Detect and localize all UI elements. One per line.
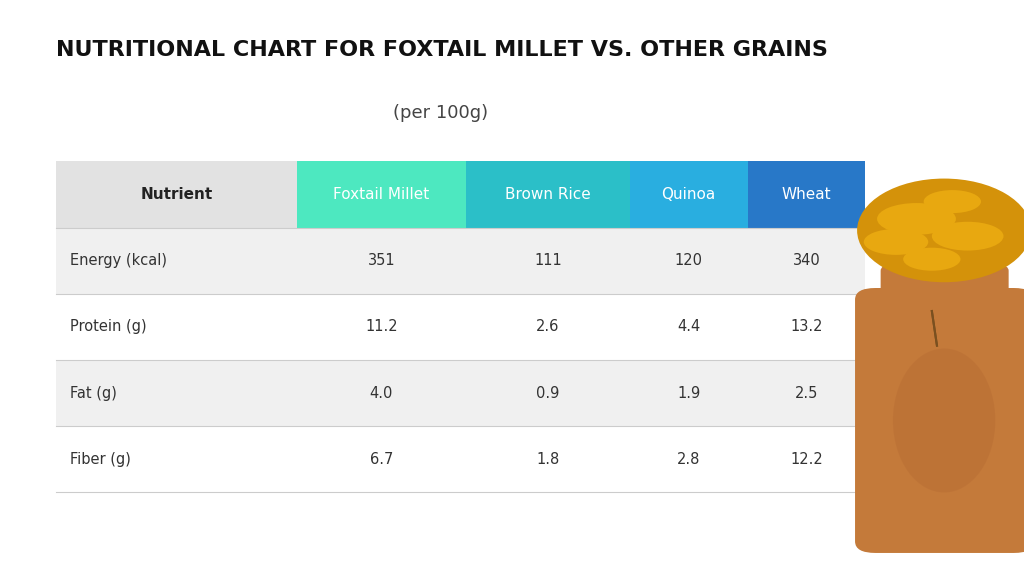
FancyBboxPatch shape (466, 294, 630, 360)
FancyBboxPatch shape (297, 360, 466, 426)
FancyBboxPatch shape (297, 228, 466, 294)
Text: Wheat: Wheat (781, 187, 831, 202)
Text: 1.8: 1.8 (537, 452, 559, 467)
Text: 13.2: 13.2 (791, 319, 822, 335)
Ellipse shape (877, 203, 956, 235)
Text: 351: 351 (368, 253, 395, 268)
Text: Nutrient: Nutrient (140, 187, 213, 202)
FancyBboxPatch shape (855, 288, 1024, 553)
Ellipse shape (857, 179, 1024, 282)
Text: (per 100g): (per 100g) (393, 104, 487, 122)
Text: 4.0: 4.0 (370, 385, 393, 401)
FancyBboxPatch shape (748, 161, 865, 228)
Ellipse shape (864, 229, 928, 255)
Text: Brown Rice: Brown Rice (505, 187, 591, 202)
Text: 340: 340 (793, 253, 820, 268)
FancyBboxPatch shape (630, 228, 748, 294)
Text: NUTRITIONAL CHART FOR FOXTAIL MILLET VS. OTHER GRAINS: NUTRITIONAL CHART FOR FOXTAIL MILLET VS.… (56, 40, 828, 60)
FancyBboxPatch shape (466, 228, 630, 294)
Text: 4.4: 4.4 (677, 319, 700, 335)
Text: 6.7: 6.7 (370, 452, 393, 467)
FancyBboxPatch shape (748, 294, 865, 360)
FancyBboxPatch shape (748, 360, 865, 426)
FancyBboxPatch shape (881, 265, 1009, 317)
FancyBboxPatch shape (56, 228, 297, 294)
Text: 2.6: 2.6 (537, 319, 559, 335)
FancyBboxPatch shape (466, 161, 630, 228)
Text: 1.9: 1.9 (677, 385, 700, 401)
Text: Protein (g): Protein (g) (70, 319, 146, 335)
FancyBboxPatch shape (297, 426, 466, 492)
Text: Fiber (g): Fiber (g) (70, 452, 130, 467)
FancyBboxPatch shape (630, 360, 748, 426)
Text: Foxtail Millet: Foxtail Millet (334, 187, 429, 202)
Ellipse shape (903, 248, 961, 271)
FancyBboxPatch shape (297, 161, 466, 228)
FancyBboxPatch shape (630, 161, 748, 228)
FancyBboxPatch shape (56, 360, 297, 426)
FancyBboxPatch shape (630, 426, 748, 492)
Text: 0.9: 0.9 (537, 385, 559, 401)
FancyBboxPatch shape (748, 228, 865, 294)
Ellipse shape (932, 222, 1004, 251)
Text: Energy (kcal): Energy (kcal) (70, 253, 167, 268)
Ellipse shape (924, 190, 981, 213)
Text: Quinoa: Quinoa (662, 187, 716, 202)
Text: 11.2: 11.2 (366, 319, 397, 335)
FancyBboxPatch shape (630, 294, 748, 360)
FancyBboxPatch shape (297, 294, 466, 360)
FancyBboxPatch shape (56, 426, 297, 492)
FancyBboxPatch shape (466, 360, 630, 426)
FancyBboxPatch shape (466, 426, 630, 492)
Ellipse shape (893, 348, 995, 492)
Text: 2.5: 2.5 (795, 385, 818, 401)
Text: 2.8: 2.8 (677, 452, 700, 467)
FancyBboxPatch shape (56, 294, 297, 360)
Text: Fat (g): Fat (g) (70, 385, 117, 401)
FancyBboxPatch shape (56, 161, 297, 228)
Text: 111: 111 (534, 253, 562, 268)
Text: 12.2: 12.2 (791, 452, 822, 467)
Text: 120: 120 (675, 253, 702, 268)
FancyBboxPatch shape (748, 426, 865, 492)
